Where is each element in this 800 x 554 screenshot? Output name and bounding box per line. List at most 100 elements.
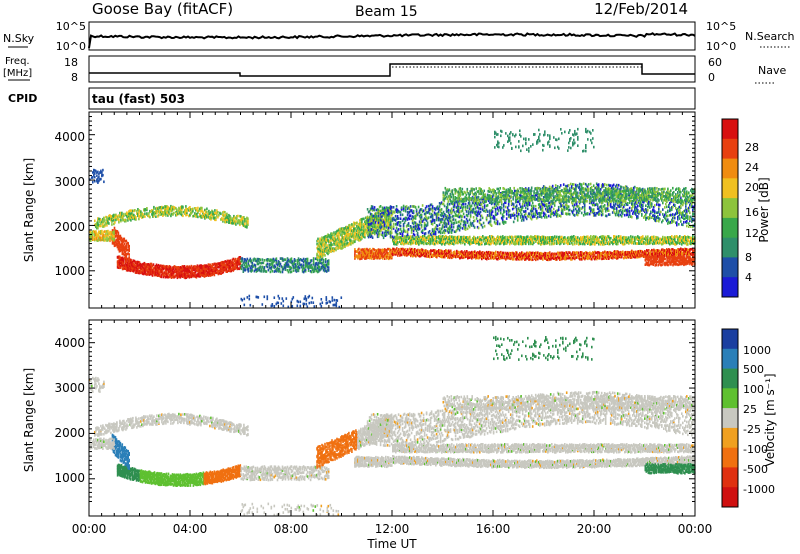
cpid-bar: CPID tau (fast) 503 [8, 88, 695, 109]
range-cell [94, 172, 96, 175]
range-cell [578, 252, 580, 255]
range-cell [279, 268, 281, 271]
range-cell [278, 302, 280, 305]
range-cell [134, 209, 136, 212]
range-cell [390, 217, 392, 220]
range-cell [489, 235, 491, 238]
nave-tick-0: 0 [708, 71, 715, 84]
range-cell [94, 176, 96, 179]
range-cell [337, 299, 339, 302]
range-cell [153, 206, 155, 209]
range-cell [572, 243, 574, 246]
range-cell [101, 230, 103, 233]
range-cell [239, 223, 241, 226]
range-cell [325, 261, 327, 264]
range-cell [144, 215, 146, 218]
range-cell [97, 171, 99, 174]
range-cell [176, 208, 178, 211]
range-cell [650, 241, 652, 244]
range-cell [127, 242, 129, 245]
range-cell [283, 305, 285, 308]
range-cell [255, 264, 257, 267]
range-cell [274, 296, 276, 299]
range-cell [158, 214, 160, 217]
range-cell [291, 257, 293, 260]
range-cell [354, 240, 356, 243]
range-cell [148, 212, 150, 215]
range-cell [197, 216, 199, 219]
range-cell [569, 242, 571, 245]
range-cell [152, 274, 154, 277]
range-cell [182, 215, 184, 218]
range-cell [332, 299, 334, 302]
range-cell [272, 303, 274, 306]
range-cell [242, 222, 244, 225]
range-cell [153, 263, 155, 266]
range-cell [549, 251, 551, 254]
freq-tick-18: 18 [64, 56, 78, 69]
range-cell [92, 181, 94, 184]
range-cell [280, 271, 282, 274]
range-cell [244, 304, 246, 307]
range-cell [590, 235, 592, 238]
range-cell [263, 262, 265, 265]
range-cell [313, 257, 315, 260]
range-cell [192, 210, 194, 213]
range-cell [236, 218, 238, 221]
range-cell [647, 235, 649, 238]
range-cell [247, 217, 249, 220]
range-cell [262, 303, 264, 306]
range-cell [197, 207, 199, 210]
range-cell [297, 305, 299, 308]
power-panel: Slant Range [km] 4000 3000 2000 1000 28 … [22, 112, 771, 308]
range-cell [397, 241, 399, 244]
range-cell [118, 221, 120, 224]
range-cell [226, 213, 228, 216]
range-cell [272, 270, 274, 273]
range-cell [464, 243, 466, 246]
range-cell [628, 236, 630, 239]
range-cell [125, 219, 127, 222]
freq-panel: Freq. [MHz] 18 8 60 0 Nave [3, 56, 786, 84]
range-cell [146, 207, 148, 210]
range-cell [192, 208, 194, 211]
range-cell [610, 237, 612, 240]
range-cell [306, 303, 308, 306]
freq-series [89, 64, 695, 76]
range-cell [527, 235, 529, 238]
noise-panel: N.Sky 10^5 10^0 10^5 10^0 N.Search [3, 20, 795, 53]
range-cell [235, 223, 237, 226]
range-cell [283, 300, 285, 303]
noise-right-tick-bottom: 10^0 [706, 40, 736, 53]
range-cell [278, 295, 280, 298]
range-cell [332, 296, 334, 299]
range-cell [309, 302, 311, 305]
range-cell [305, 295, 307, 298]
range-cell [513, 239, 515, 242]
range-cell [92, 236, 94, 239]
range-cell [317, 238, 319, 241]
range-cell [299, 267, 301, 270]
range-cell [244, 223, 246, 226]
range-cell [248, 270, 250, 273]
range-cell [293, 269, 295, 272]
range-cell [242, 257, 244, 260]
range-cell [482, 251, 484, 254]
range-cell [327, 302, 329, 305]
range-cell [264, 259, 266, 262]
range-cell [100, 178, 102, 181]
range-cell [364, 226, 366, 229]
range-cell [336, 302, 338, 305]
range-cell [285, 258, 287, 261]
range-cell [206, 208, 208, 211]
range-cell [282, 271, 284, 274]
range-cell [244, 298, 246, 301]
noise-sky-series [89, 33, 695, 48]
range-cell [185, 205, 187, 208]
range-cell [291, 271, 293, 274]
range-cell [102, 174, 104, 177]
range-cell [341, 296, 343, 299]
range-cell [249, 298, 251, 301]
range-cell [113, 235, 115, 238]
range-cell [307, 258, 309, 261]
